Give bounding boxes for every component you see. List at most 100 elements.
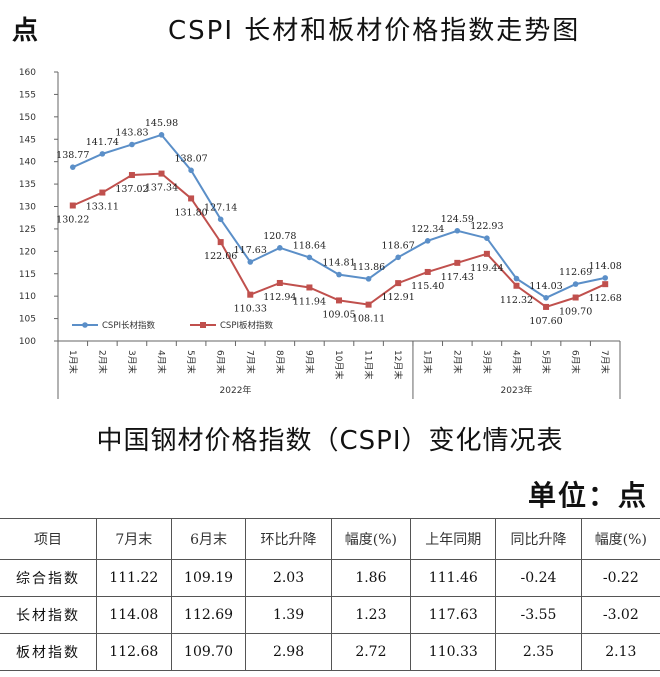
header-mom-pct: 幅度(%) <box>330 518 412 560</box>
data-label: 117.63 <box>234 245 267 256</box>
cell: 1.86 <box>330 559 412 597</box>
table-row: 板材指数 112.68 109.70 2.98 2.72 110.33 2.35… <box>0 633 660 671</box>
header-last-year: 上年同期 <box>410 518 497 560</box>
x-tick-label: 4月末 <box>510 350 522 374</box>
header-yoy-change: 同比升降 <box>495 518 582 560</box>
x-tick-label: 10月末 <box>333 350 345 379</box>
y-tick-label: 120 <box>19 247 36 257</box>
data-label: 112.94 <box>263 292 296 303</box>
y-tick-label: 115 <box>19 270 36 280</box>
data-point <box>129 141 135 148</box>
data-point <box>217 216 224 223</box>
cell: -0.24 <box>495 559 582 597</box>
y-tick-label: 105 <box>19 315 36 325</box>
data-label: 141.74 <box>86 137 119 148</box>
data-label: 107.60 <box>529 316 562 327</box>
data-point <box>158 132 165 138</box>
cell: 2.03 <box>245 559 332 597</box>
header-item: 项目 <box>0 518 97 560</box>
unit-label-right: 单位：点 <box>527 479 648 512</box>
cell: 1.39 <box>245 596 332 634</box>
data-point <box>247 259 254 265</box>
y-tick-label: 125 <box>19 225 36 235</box>
data-point <box>572 281 579 287</box>
data-label: 111.94 <box>293 296 326 307</box>
data-label: 108.11 <box>352 314 385 325</box>
header-jun-end: 6月末 <box>170 518 247 560</box>
data-point <box>513 275 520 282</box>
data-label: 122.34 <box>411 224 444 235</box>
row-label: 板材指数 <box>0 633 97 671</box>
y-tick-label: 135 <box>19 180 36 190</box>
data-label: 114.03 <box>529 281 562 292</box>
x-tick-label: 5月末 <box>185 350 197 374</box>
cell: 2.72 <box>330 633 412 671</box>
cell: 114.08 <box>95 596 172 634</box>
data-point <box>128 172 135 179</box>
x-tick-label: 2月末 <box>451 350 463 374</box>
data-point <box>454 259 461 266</box>
data-point <box>188 167 194 174</box>
data-label: 119.44 <box>470 263 503 274</box>
data-label: 115.40 <box>411 281 444 292</box>
table-header-row: 项目 7月末 6月末 环比升降 幅度(%) 上年同期 同比升降 幅度(%) <box>0 518 660 560</box>
cell: 110.33 <box>410 633 497 671</box>
data-point <box>365 276 372 282</box>
data-point <box>217 239 224 246</box>
year-label: 2023年 <box>501 384 533 396</box>
legend-marker <box>200 322 206 328</box>
data-label: 112.91 <box>382 292 415 303</box>
data-point <box>513 282 520 289</box>
table-row: 综合指数 111.22 109.19 2.03 1.86 111.46 -0.2… <box>0 559 660 597</box>
cell: 1.23 <box>330 596 412 634</box>
data-point <box>602 281 609 288</box>
data-point <box>483 250 490 257</box>
header-yoy-pct: 幅度(%) <box>580 518 660 560</box>
y-tick-label: 130 <box>19 203 36 213</box>
cell: 2.35 <box>495 633 582 671</box>
data-label: 112.68 <box>589 293 622 304</box>
cell: -0.22 <box>580 559 660 597</box>
cell: 109.70 <box>170 633 247 671</box>
y-tick-label: 110 <box>19 292 36 302</box>
data-point <box>306 254 313 261</box>
cell: 117.63 <box>410 596 497 634</box>
x-tick-label: 6月末 <box>215 350 227 374</box>
data-point <box>247 291 254 298</box>
y-tick-label: 100 <box>19 337 36 347</box>
y-tick-label: 155 <box>19 90 36 100</box>
data-point <box>306 284 313 291</box>
data-label: 117.43 <box>441 272 474 283</box>
data-point <box>484 235 490 241</box>
x-tick-label: 5月末 <box>540 350 552 374</box>
x-tick-label: 1月末 <box>67 350 79 374</box>
cell: 2.13 <box>580 633 660 671</box>
cell: 111.46 <box>410 559 497 597</box>
data-label: 124.59 <box>441 214 474 225</box>
data-label: 145.98 <box>145 118 178 129</box>
x-tick-label: 12月末 <box>392 350 404 379</box>
cell: 111.22 <box>95 559 172 597</box>
x-tick-label: 2月末 <box>96 350 108 374</box>
data-label: 110.33 <box>234 304 267 315</box>
data-point <box>365 301 372 308</box>
data-point <box>543 303 550 310</box>
data-label: 127.14 <box>204 202 237 213</box>
data-point <box>99 151 106 157</box>
cell: 112.69 <box>170 596 247 634</box>
cell: 112.68 <box>95 633 172 671</box>
data-point <box>395 254 401 261</box>
data-label: 118.67 <box>382 240 415 251</box>
cell: -3.02 <box>580 596 660 634</box>
data-label: 137.02 <box>115 184 148 195</box>
unit-label-top: 点 <box>12 16 39 46</box>
data-label: 120.78 <box>263 231 296 242</box>
data-point <box>188 195 195 202</box>
data-label: 137.34 <box>145 183 178 194</box>
data-label: 130.22 <box>56 215 89 226</box>
header-jul-end: 7月末 <box>95 518 172 560</box>
x-tick-label: 6月末 <box>570 350 582 374</box>
table-title: 中国钢材价格指数（CSPI）变化情况表 <box>96 426 564 456</box>
data-point <box>276 279 283 286</box>
data-point <box>602 275 609 281</box>
